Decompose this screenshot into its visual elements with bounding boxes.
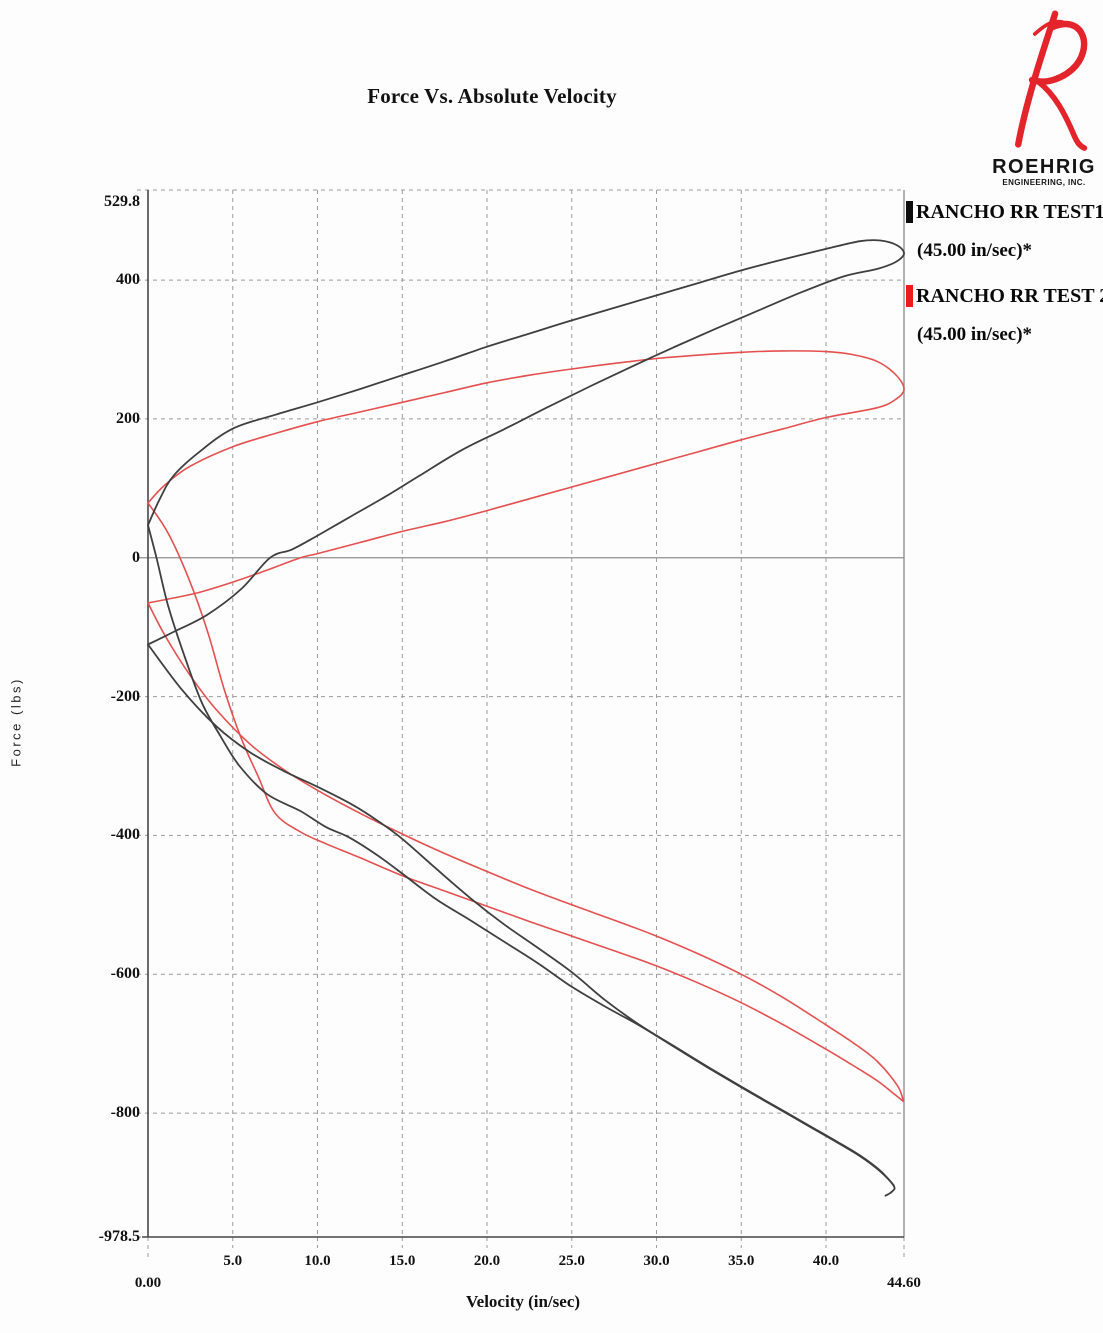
y-axis-title: Force (lbs) [8,677,24,767]
series-2-marker-icon [906,285,913,307]
x-tick-label: 40.0 [812,1253,840,1269]
series-2-name: RANCHO RR TEST 2 [916,285,1103,307]
series-1-speed: (45.00 in/sec)* [917,240,1033,261]
test1-compression-curve [147,239,905,646]
test1-rebound-out-curve [147,643,895,1187]
logo-company-name: ROEHRIG [992,156,1096,178]
x-tick-label: 20.0 [473,1253,501,1269]
test1-rebound-back-curve [147,524,896,1197]
legend-entry-test2: RANCHO RR TEST 2 (45.00 in/sec)* [906,276,1103,354]
y-tick-label: 400 [116,271,140,289]
test2-rebound-out-curve [147,602,904,1101]
series-2-speed: (45.00 in/sec)* [917,324,1033,345]
x-tick-label: 10.0 [304,1253,331,1269]
y-tick-label: 200 [116,409,140,427]
x-tick-label: 15.0 [389,1253,416,1269]
x-tick-label: 5.0 [223,1253,243,1269]
roehrig-logo: ROEHRIG ENGINEERING, INC. [988,4,1100,188]
y-tick-label: -400 [110,826,140,844]
series-1-name: RANCHO RR TEST1 [916,201,1103,223]
y-tick-label: -978.5 [98,1228,140,1245]
y-tick-label: 529.8 [104,193,140,210]
logo-company-subtitle: ENGINEERING, INC. [1002,178,1086,187]
y-tick-label: 0 [132,548,140,566]
x-tick-label: 25.0 [558,1253,585,1269]
roehrig-r-icon [1015,10,1088,151]
legend: RANCHO RR TEST1 (45.00 in/sec)* RANCHO R… [906,192,1103,360]
test2-rebound-back-curve [147,502,904,1103]
x-tick-label: 44.60 [887,1275,921,1291]
x-axis-title: Velocity (in/sec) [465,1292,581,1311]
y-tick-label: -600 [110,965,140,983]
x-tick-label: 35.0 [728,1253,755,1269]
y-tick-label: -800 [110,1104,140,1122]
chart-title: Force Vs. Absolute Velocity [367,84,617,108]
legend-entry-test1: RANCHO RR TEST1 (45.00 in/sec)* [906,192,1103,270]
x-tick-label: 0.00 [134,1275,162,1291]
test2-compression-curve [147,350,905,604]
series-1-marker-icon [906,201,913,223]
y-tick-label: -200 [110,687,140,705]
x-tick-label: 30.0 [643,1253,670,1269]
